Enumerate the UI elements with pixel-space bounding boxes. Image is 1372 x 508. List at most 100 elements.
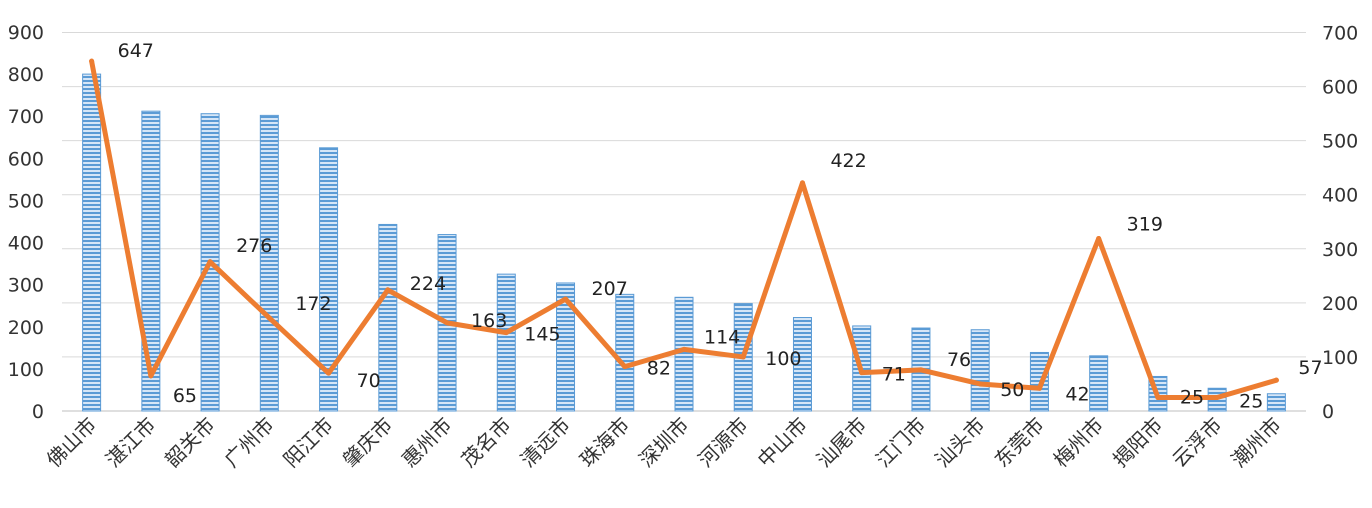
right-axis-tick-label: 200: [1322, 293, 1358, 315]
left-axis-tick-label: 300: [8, 275, 44, 297]
category-label: 东莞市: [990, 413, 1049, 472]
data-label: 71: [882, 364, 906, 386]
bar: [259, 114, 279, 412]
bar-series: [82, 73, 1286, 412]
right-axis-tick-label: 700: [1322, 23, 1358, 45]
category-label: 汕头市: [930, 413, 989, 472]
category-label: 汕尾市: [812, 413, 871, 472]
data-label: 207: [592, 278, 628, 300]
line-point: [1273, 377, 1279, 383]
data-label: 100: [765, 348, 801, 370]
line-point: [444, 320, 450, 326]
right-y-axis: 700 600 500 400 300 200 100 0: [1322, 23, 1358, 424]
category-label: 佛山市: [42, 413, 101, 472]
line-data-labels: 647 65 276 172 70 224 163 145 207 82 114 100 422 71 76…: [118, 40, 1323, 412]
bar: [496, 273, 516, 412]
bar: [141, 110, 161, 412]
bar: [1266, 393, 1286, 412]
right-axis-tick-label: 100: [1322, 347, 1358, 369]
left-axis-tick-label: 700: [8, 106, 44, 128]
bar: [378, 223, 398, 412]
data-label: 70: [357, 370, 381, 392]
line-point: [918, 367, 924, 373]
left-axis-tick-label: 200: [8, 317, 44, 339]
line-point: [385, 287, 391, 293]
left-axis-tick-label: 100: [8, 359, 44, 381]
left-axis-tick-label: 800: [8, 64, 44, 86]
line-point: [266, 315, 272, 321]
data-label: 25: [1239, 390, 1263, 412]
right-axis-tick-label: 0: [1322, 401, 1334, 423]
x-axis: 佛山市 湛江市 韶关市 广州市 阳江市 肇庆市 惠州市 茂名市 清远市 珠海市 深圳市 河源市 中山市汕…: [42, 413, 1286, 472]
right-axis-tick-label: 300: [1322, 239, 1358, 261]
data-label: 647: [118, 40, 154, 62]
data-label: 42: [1065, 383, 1089, 405]
data-label: 25: [1180, 386, 1204, 408]
category-label: 肇庆市: [338, 413, 397, 472]
line-point: [1096, 236, 1102, 242]
category-label: 云浮市: [1167, 413, 1226, 472]
line-point: [503, 330, 509, 336]
data-label: 145: [524, 324, 560, 346]
category-label: 茂名市: [456, 413, 515, 472]
data-label: 422: [830, 150, 866, 172]
right-axis-tick-label: 500: [1322, 131, 1358, 153]
line-point: [622, 364, 628, 370]
bar: [1089, 355, 1109, 412]
right-axis-tick-label: 400: [1322, 185, 1358, 207]
line-point: [977, 381, 983, 387]
left-axis-tick-label: 600: [8, 148, 44, 170]
line-point: [207, 259, 213, 265]
data-label: 224: [410, 273, 446, 295]
category-label: 珠海市: [575, 413, 634, 472]
category-label: 广州市: [219, 413, 278, 472]
data-label: 76: [947, 349, 971, 371]
right-axis-tick-label: 600: [1322, 77, 1358, 99]
category-label: 惠州市: [397, 413, 456, 472]
left-axis-tick-label: 400: [8, 233, 44, 255]
line-point: [563, 296, 569, 302]
category-label: 河源市: [693, 413, 752, 472]
category-label: 梅州市: [1049, 413, 1108, 472]
data-label: 319: [1127, 214, 1163, 236]
data-label: 276: [236, 235, 272, 257]
data-label: 163: [471, 310, 507, 332]
bar: [792, 317, 812, 412]
category-label: 湛江市: [101, 413, 160, 472]
line-series: [89, 58, 1279, 400]
data-label: 65: [173, 385, 197, 407]
line-point: [89, 58, 95, 64]
category-label: 韶关市: [160, 413, 219, 472]
bar: [615, 293, 635, 412]
data-label: 50: [1000, 379, 1024, 401]
line-point: [859, 370, 865, 376]
left-axis-tick-label: 900: [8, 22, 44, 44]
category-label: 揭阳市: [1108, 413, 1167, 472]
line-point: [1155, 394, 1161, 400]
category-label: 深圳市: [634, 413, 693, 472]
data-label: 57: [1298, 357, 1322, 379]
bar: [674, 296, 694, 412]
data-label: 172: [295, 293, 331, 315]
bar: [319, 147, 339, 412]
left-y-axis: 900 800 700 600 500 400 300 200 100 0: [8, 22, 44, 423]
bar: [82, 73, 102, 412]
line-point: [148, 373, 154, 379]
line-point: [1214, 394, 1220, 400]
category-label: 清远市: [516, 413, 575, 472]
category-label: 江门市: [871, 413, 930, 472]
line-point: [326, 370, 332, 376]
data-label: 114: [704, 326, 740, 348]
line-point: [799, 180, 805, 186]
line-point: [681, 346, 687, 352]
bar: [970, 329, 990, 412]
line-point: [1036, 385, 1042, 391]
left-axis-tick-label: 500: [8, 190, 44, 212]
category-label: 阳江市: [279, 413, 338, 472]
category-label: 潮州市: [1227, 413, 1286, 472]
left-axis-tick-label: 0: [32, 401, 44, 423]
category-label: 中山市: [753, 413, 812, 472]
data-label: 82: [647, 358, 671, 380]
bar: [556, 282, 576, 412]
